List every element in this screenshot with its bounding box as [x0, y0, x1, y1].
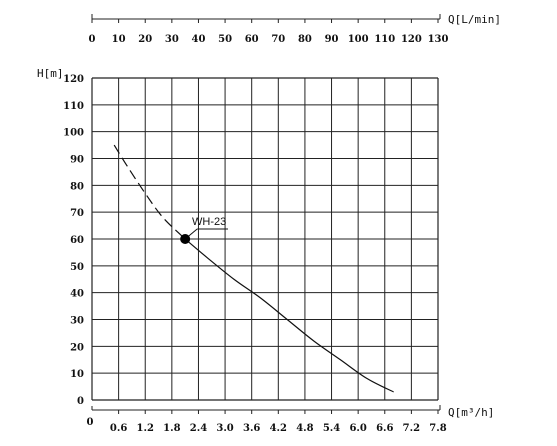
x-tick-label: 1.2: [137, 423, 154, 434]
top-axis: 0 10 20 30 40 50 60 70 80 90 100 110 120 130: [89, 14, 449, 45]
y-tick-label: 100: [63, 128, 84, 139]
y-tick-label: 70: [70, 208, 84, 219]
x-tick-label: 7.2: [403, 423, 420, 434]
y-tick-label: 90: [70, 155, 84, 166]
top-tick-label: 110: [374, 34, 395, 45]
top-tick-label: 120: [401, 34, 422, 45]
top-axis-label: Q[L/min]: [448, 13, 501, 26]
y-axis: 0 10 20 30 40 50 60 70 80 90 100 110 120: [63, 74, 84, 407]
x-tick-label: 0: [87, 417, 94, 428]
x-tick-label: 5.4: [323, 423, 340, 434]
x-tick-label: 6.6: [376, 423, 393, 434]
y-tick-label: 30: [70, 316, 84, 327]
x-tick-label: 7.8: [429, 423, 446, 434]
top-tick-label: 10: [112, 34, 126, 45]
top-tick-label: 40: [192, 34, 206, 45]
top-tick-label: 80: [298, 34, 312, 45]
bottom-axis: 0 0.6 1.2 1.8 2.4 3.0 3.6 4.2 4.8 5.4 6.0 6.6 7.2 7.8: [87, 405, 447, 434]
callout-label: WH-23: [192, 216, 226, 228]
x-tick-label: 4.2: [270, 423, 287, 434]
x-tick-label: 1.8: [163, 423, 180, 434]
x-tick-label: 0.6: [110, 423, 127, 434]
curve-solid-segment: [184, 238, 394, 393]
top-tick-label: 0: [89, 34, 96, 45]
y-tick-label: 50: [70, 262, 84, 273]
x-tick-label: 6.0: [349, 423, 366, 434]
y-tick-label: 10: [70, 369, 84, 380]
top-tick-label: 50: [218, 34, 232, 45]
x-tick-label: 3.0: [216, 423, 233, 434]
y-tick-label: 40: [70, 289, 84, 300]
x-tick-label: 2.4: [190, 423, 207, 434]
x-tick-label: 4.8: [296, 423, 313, 434]
top-tick-label: 130: [428, 34, 449, 45]
y-axis-label: H[m]: [37, 67, 64, 80]
grid: [91, 77, 439, 401]
y-tick-label: 0: [77, 396, 84, 407]
top-tick-label: 20: [138, 34, 152, 45]
top-tick-label: 90: [325, 34, 339, 45]
y-tick-label: 120: [63, 74, 84, 85]
x-axis-label: Q[m³/h]: [448, 406, 494, 419]
curve-dashed-segment: [113, 144, 186, 240]
y-tick-label: 80: [70, 181, 84, 192]
operating-point-marker: [180, 234, 191, 244]
y-tick-label: 110: [63, 101, 84, 112]
y-tick-label: 20: [70, 342, 84, 353]
x-tick-label: 3.6: [243, 423, 260, 434]
top-tick-label: 100: [348, 34, 369, 45]
top-tick-label: 70: [271, 34, 285, 45]
top-tick-label: 60: [245, 34, 259, 45]
y-tick-label: 60: [70, 235, 84, 246]
top-tick-label: 30: [165, 34, 179, 45]
curve: [113, 144, 394, 393]
